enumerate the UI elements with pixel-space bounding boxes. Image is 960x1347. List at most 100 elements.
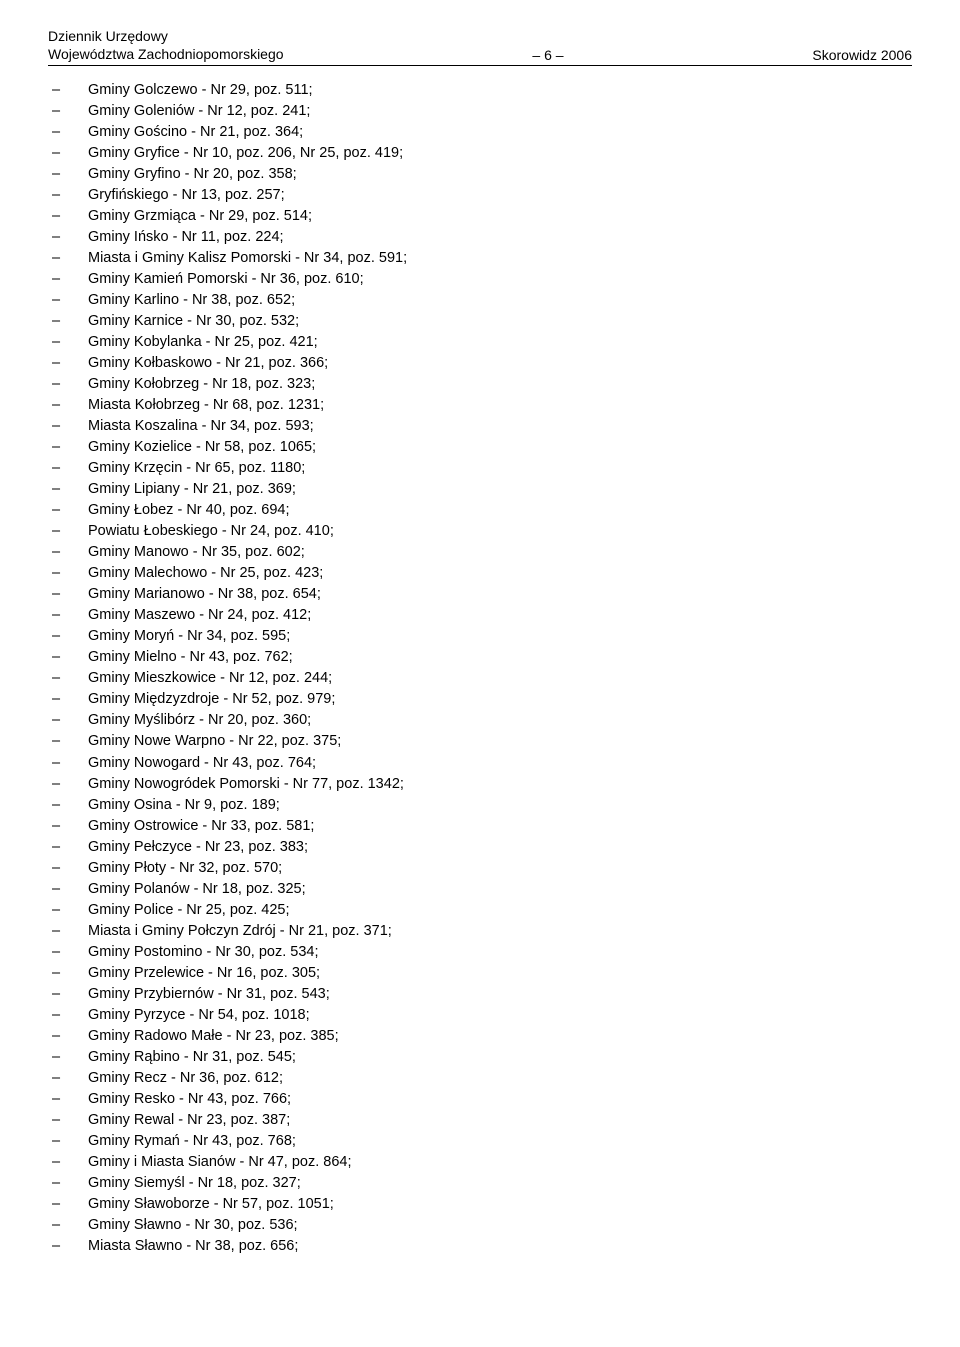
list-item: –Gminy Golczewo - Nr 29, poz. 511; xyxy=(48,80,912,101)
dash-icon: – xyxy=(52,942,88,963)
dash-icon: – xyxy=(52,1047,88,1068)
entry-text: Gryfińskiego - Nr 13, poz. 257; xyxy=(88,185,912,206)
entry-text: Gminy Rymań - Nr 43, poz. 768; xyxy=(88,1131,912,1152)
entry-text: Gminy Mielno - Nr 43, poz. 762; xyxy=(88,647,912,668)
header-left: Dziennik Urzędowy Województwa Zachodniop… xyxy=(48,28,284,63)
entry-text: Gminy Recz - Nr 36, poz. 612; xyxy=(88,1068,912,1089)
dash-icon: – xyxy=(52,206,88,227)
entry-text: Gminy Kobylanka - Nr 25, poz. 421; xyxy=(88,332,912,353)
entry-text: Gminy Moryń - Nr 34, poz. 595; xyxy=(88,626,912,647)
list-item: –Gminy Gryfice - Nr 10, poz. 206, Nr 25,… xyxy=(48,143,912,164)
entry-text: Gminy Kamień Pomorski - Nr 36, poz. 610; xyxy=(88,269,912,290)
dash-icon: – xyxy=(52,605,88,626)
header-page-number: – 6 – xyxy=(284,47,813,63)
page-header: Dziennik Urzędowy Województwa Zachodniop… xyxy=(48,28,912,66)
entry-text: Gminy Lipiany - Nr 21, poz. 369; xyxy=(88,479,912,500)
dash-icon: – xyxy=(52,963,88,984)
dash-icon: – xyxy=(52,1089,88,1110)
entry-text: Gminy Postomino - Nr 30, poz. 534; xyxy=(88,942,912,963)
list-item: –Gminy Mielno - Nr 43, poz. 762; xyxy=(48,647,912,668)
entry-text: Gminy Karlino - Nr 38, poz. 652; xyxy=(88,290,912,311)
dash-icon: – xyxy=(52,879,88,900)
dash-icon: – xyxy=(52,1173,88,1194)
dash-icon: – xyxy=(52,290,88,311)
dash-icon: – xyxy=(52,1194,88,1215)
entry-text: Gminy Rąbino - Nr 31, poz. 545; xyxy=(88,1047,912,1068)
dash-icon: – xyxy=(52,521,88,542)
list-item: –Gminy Kozielice - Nr 58, poz. 1065; xyxy=(48,437,912,458)
list-item: –Gminy Resko - Nr 43, poz. 766; xyxy=(48,1089,912,1110)
list-item: –Gminy Manowo - Nr 35, poz. 602; xyxy=(48,542,912,563)
dash-icon: – xyxy=(52,921,88,942)
list-item: –Miasta Koszalina - Nr 34, poz. 593; xyxy=(48,416,912,437)
entry-text: Miasta Kołobrzeg - Nr 68, poz. 1231; xyxy=(88,395,912,416)
list-item: –Gminy Kołbaskowo - Nr 21, poz. 366; xyxy=(48,353,912,374)
dash-icon: – xyxy=(52,101,88,122)
list-item: –Gminy Moryń - Nr 34, poz. 595; xyxy=(48,626,912,647)
list-item: –Gminy Polanów - Nr 18, poz. 325; xyxy=(48,879,912,900)
list-item: –Miasta i Gminy Kalisz Pomorski - Nr 34,… xyxy=(48,248,912,269)
entry-text: Gminy Goleniów - Nr 12, poz. 241; xyxy=(88,101,912,122)
dash-icon: – xyxy=(52,1152,88,1173)
list-item: –Gminy Sławno - Nr 30, poz. 536; xyxy=(48,1215,912,1236)
entry-text: Gminy Kołobrzeg - Nr 18, poz. 323; xyxy=(88,374,912,395)
dash-icon: – xyxy=(52,332,88,353)
dash-icon: – xyxy=(52,626,88,647)
dash-icon: – xyxy=(52,984,88,1005)
list-item: –Miasta Sławno - Nr 38, poz. 656; xyxy=(48,1236,912,1257)
list-item: –Gminy Nowogródek Pomorski - Nr 77, poz.… xyxy=(48,774,912,795)
entry-text: Gminy Nowogródek Pomorski - Nr 77, poz. … xyxy=(88,774,912,795)
entry-text: Gminy Golczewo - Nr 29, poz. 511; xyxy=(88,80,912,101)
dash-icon: – xyxy=(52,542,88,563)
dash-icon: – xyxy=(52,900,88,921)
list-item: –Gminy Grzmiąca - Nr 29, poz. 514; xyxy=(48,206,912,227)
dash-icon: – xyxy=(52,774,88,795)
list-item: –Gminy Malechowo - Nr 25, poz. 423; xyxy=(48,563,912,584)
dash-icon: – xyxy=(52,479,88,500)
list-item: –Gminy Sławoborze - Nr 57, poz. 1051; xyxy=(48,1194,912,1215)
entry-text: Gminy Ińsko - Nr 11, poz. 224; xyxy=(88,227,912,248)
dash-icon: – xyxy=(52,753,88,774)
dash-icon: – xyxy=(52,353,88,374)
header-title-line1: Dziennik Urzędowy xyxy=(48,28,284,46)
entry-text: Gminy Siemyśl - Nr 18, poz. 327; xyxy=(88,1173,912,1194)
list-item: –Gminy Gościno - Nr 21, poz. 364; xyxy=(48,122,912,143)
list-item: –Gminy Marianowo - Nr 38, poz. 654; xyxy=(48,584,912,605)
list-item: –Gminy Międzyzdroje - Nr 52, poz. 979; xyxy=(48,689,912,710)
entry-text: Gminy Polanów - Nr 18, poz. 325; xyxy=(88,879,912,900)
dash-icon: – xyxy=(52,437,88,458)
entry-text: Gminy Kołbaskowo - Nr 21, poz. 366; xyxy=(88,353,912,374)
dash-icon: – xyxy=(52,1215,88,1236)
entry-text: Gminy Pełczyce - Nr 23, poz. 383; xyxy=(88,837,912,858)
index-list: –Gminy Golczewo - Nr 29, poz. 511;–Gminy… xyxy=(48,80,912,1257)
dash-icon: – xyxy=(52,584,88,605)
list-item: –Gminy Płoty - Nr 32, poz. 570; xyxy=(48,858,912,879)
dash-icon: – xyxy=(52,458,88,479)
list-item: –Gminy Nowogard - Nr 43, poz. 764; xyxy=(48,753,912,774)
dash-icon: – xyxy=(52,647,88,668)
list-item: –Gminy Siemyśl - Nr 18, poz. 327; xyxy=(48,1173,912,1194)
entry-text: Gminy i Miasta Sianów - Nr 47, poz. 864; xyxy=(88,1152,912,1173)
dash-icon: – xyxy=(52,416,88,437)
dash-icon: – xyxy=(52,1131,88,1152)
list-item: –Gminy Ińsko - Nr 11, poz. 224; xyxy=(48,227,912,248)
entry-text: Gminy Pyrzyce - Nr 54, poz. 1018; xyxy=(88,1005,912,1026)
entry-text: Gminy Malechowo - Nr 25, poz. 423; xyxy=(88,563,912,584)
entry-text: Gminy Nowogard - Nr 43, poz. 764; xyxy=(88,753,912,774)
entry-text: Gminy Manowo - Nr 35, poz. 602; xyxy=(88,542,912,563)
dash-icon: – xyxy=(52,80,88,101)
list-item: –Gminy Pyrzyce - Nr 54, poz. 1018; xyxy=(48,1005,912,1026)
dash-icon: – xyxy=(52,1110,88,1131)
list-item: –Gminy Kamień Pomorski - Nr 36, poz. 610… xyxy=(48,269,912,290)
entry-text: Gminy Płoty - Nr 32, poz. 570; xyxy=(88,858,912,879)
dash-icon: – xyxy=(52,858,88,879)
dash-icon: – xyxy=(52,668,88,689)
list-item: –Gminy Ostrowice - Nr 33, poz. 581; xyxy=(48,816,912,837)
list-item: –Gminy Goleniów - Nr 12, poz. 241; xyxy=(48,101,912,122)
list-item: –Powiatu Łobeskiego - Nr 24, poz. 410; xyxy=(48,521,912,542)
list-item: –Miasta Kołobrzeg - Nr 68, poz. 1231; xyxy=(48,395,912,416)
entry-text: Gminy Sławoborze - Nr 57, poz. 1051; xyxy=(88,1194,912,1215)
dash-icon: – xyxy=(52,710,88,731)
list-item: –Gminy Gryfino - Nr 20, poz. 358; xyxy=(48,164,912,185)
entry-text: Gminy Grzmiąca - Nr 29, poz. 514; xyxy=(88,206,912,227)
